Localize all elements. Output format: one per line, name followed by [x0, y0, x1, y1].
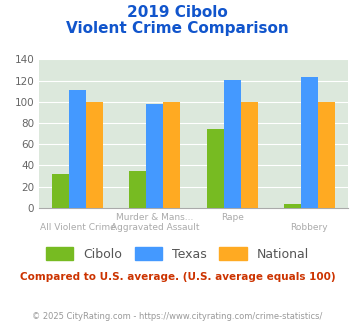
Text: Violent Crime Comparison: Violent Crime Comparison: [66, 21, 289, 36]
Bar: [146, 104, 163, 208]
Text: Compared to U.S. average. (U.S. average equals 100): Compared to U.S. average. (U.S. average …: [20, 272, 335, 282]
Bar: [129, 171, 146, 208]
Text: All Violent Crime: All Violent Crime: [40, 223, 115, 232]
Bar: [318, 102, 335, 208]
Text: Robbery: Robbery: [290, 223, 328, 232]
Bar: [224, 80, 241, 208]
Text: © 2025 CityRating.com - https://www.cityrating.com/crime-statistics/: © 2025 CityRating.com - https://www.city…: [32, 312, 323, 321]
Bar: [301, 78, 318, 208]
Text: Murder & Mans...: Murder & Mans...: [116, 213, 193, 222]
Text: Rape: Rape: [221, 213, 244, 222]
Bar: [284, 204, 301, 208]
Bar: [207, 129, 224, 208]
Legend: Cibolo, Texas, National: Cibolo, Texas, National: [41, 242, 314, 266]
Text: 2019 Cibolo: 2019 Cibolo: [127, 5, 228, 20]
Text: Aggravated Assault: Aggravated Assault: [111, 223, 199, 232]
Bar: [69, 90, 86, 208]
Bar: [52, 174, 69, 208]
Bar: [86, 102, 103, 208]
Bar: [241, 102, 258, 208]
Bar: [163, 102, 180, 208]
